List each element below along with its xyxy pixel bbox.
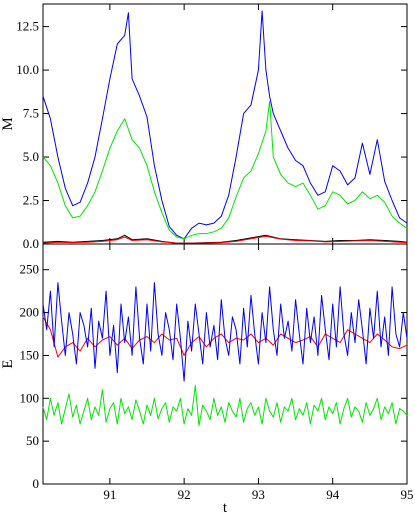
- plot-frame: [42, 3, 408, 245]
- x-tick-label: 91: [103, 487, 116, 502]
- y-tick-label: 50: [26, 433, 39, 448]
- y-tick-label: 2.5: [23, 193, 39, 208]
- y-tick-label: 150: [20, 347, 40, 362]
- x-tick-label: 92: [178, 487, 191, 502]
- x-tick-label: 95: [401, 487, 414, 502]
- plot-frame: [42, 243, 408, 485]
- x-axis-title: t: [223, 500, 228, 514]
- y-tick-label: 10.0: [16, 62, 39, 77]
- y-tick-label: 0.0: [23, 236, 39, 251]
- y-tick-label: 100: [20, 390, 40, 405]
- y-tick-label: 7.5: [23, 106, 39, 121]
- blue-series-line: [42, 282, 408, 382]
- y-tick-label: 250: [20, 262, 40, 277]
- red-series-line: [42, 235, 408, 244]
- x-tick-label: 93: [252, 487, 265, 502]
- y-tick-label: 0: [33, 476, 40, 491]
- y-tick-label: 5.0: [23, 149, 39, 164]
- blue-series-line: [42, 10, 408, 240]
- y-axis-title: M: [0, 117, 16, 130]
- bottom-panel: 0 50 100 150 200 250 91 92 93 94 95 Et: [0, 243, 414, 514]
- y-tick-label: 200: [20, 305, 40, 320]
- top-panel: 0.0 2.5 5.0 7.5 10.0 12.5 M: [0, 3, 408, 251]
- y-tick-label: 12.5: [16, 19, 39, 34]
- x-tick-label: 94: [326, 487, 340, 502]
- green-series-line: [42, 100, 408, 240]
- green-series-line: [42, 384, 408, 427]
- y-axis-title: E: [0, 359, 16, 368]
